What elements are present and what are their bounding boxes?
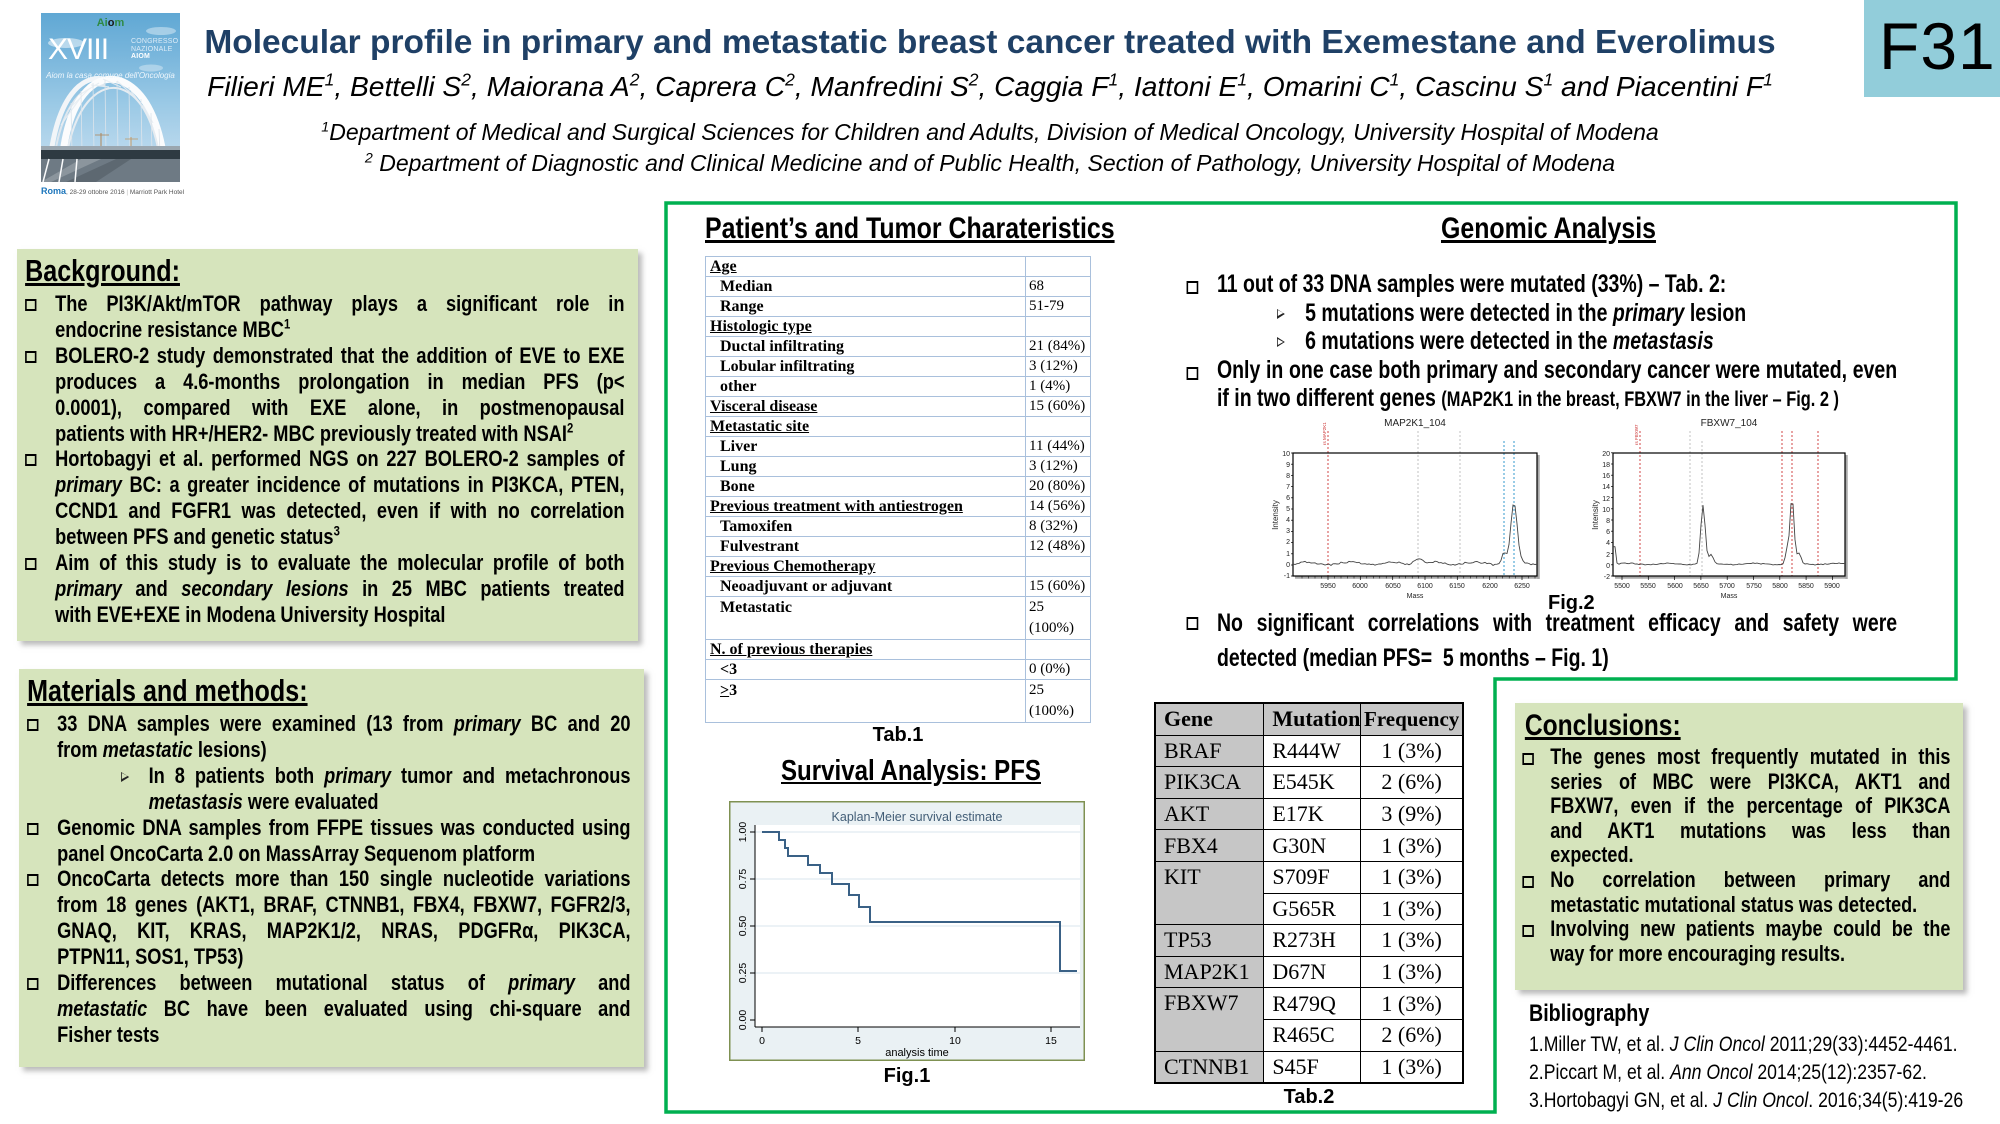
svg-text:7: 7 [1286, 484, 1290, 491]
svg-text:2: 2 [1286, 539, 1290, 546]
svg-text:8: 8 [1606, 518, 1610, 525]
svg-text:6: 6 [1606, 529, 1610, 536]
svg-text:5: 5 [1286, 506, 1290, 513]
svg-text:5900: 5900 [1824, 583, 1840, 590]
svg-text:4: 4 [1286, 517, 1290, 524]
svg-text:20: 20 [1602, 451, 1610, 458]
svg-text:6100: 6100 [1417, 583, 1433, 590]
svg-text:5700: 5700 [1719, 583, 1735, 590]
svg-text:0.25: 0.25 [737, 963, 749, 984]
svg-text:5550: 5550 [1640, 583, 1656, 590]
svg-text:Kaplan-Meier survival estimate: Kaplan-Meier survival estimate [832, 810, 1003, 824]
svg-text:12: 12 [1602, 496, 1610, 503]
svg-text:6: 6 [1286, 495, 1290, 502]
svg-text:1: 1 [1286, 551, 1290, 558]
svg-text:3: 3 [1286, 528, 1290, 535]
svg-text:9: 9 [1286, 462, 1290, 469]
svg-text:Mass: Mass [1407, 593, 1424, 600]
svg-text:5850: 5850 [1798, 583, 1814, 590]
svg-text:5: 5 [855, 1035, 861, 1047]
svg-text:6200: 6200 [1482, 583, 1498, 590]
svg-text:-1: -1 [1284, 573, 1290, 580]
svg-text:0: 0 [1286, 562, 1290, 569]
svg-text:2: 2 [1606, 552, 1610, 559]
svg-text:8: 8 [1286, 473, 1290, 480]
svg-text:1.00: 1.00 [737, 822, 749, 843]
svg-text:Mass: Mass [1721, 593, 1738, 600]
svg-text:-2: -2 [1604, 574, 1610, 581]
svg-text:10: 10 [949, 1035, 961, 1047]
svg-text:15: 15 [1045, 1035, 1057, 1047]
svg-text:Intensity: Intensity [1271, 500, 1280, 530]
svg-text:14: 14 [1602, 484, 1610, 491]
svg-text:0.75: 0.75 [737, 869, 749, 890]
svg-text:Intensity: Intensity [1591, 500, 1600, 530]
svg-text:rs FBXW7: rs FBXW7 [1634, 424, 1639, 445]
svg-text:0: 0 [759, 1035, 765, 1047]
svg-text:0.00: 0.00 [737, 1010, 749, 1031]
svg-text:0: 0 [1606, 563, 1610, 570]
svg-text:5650: 5650 [1693, 583, 1709, 590]
svg-text:MAP2K1_104: MAP2K1_104 [1384, 418, 1446, 429]
svg-text:0.50: 0.50 [737, 916, 749, 937]
svg-text:6150: 6150 [1449, 583, 1465, 590]
svg-text:5800: 5800 [1772, 583, 1788, 590]
svg-text:6250: 6250 [1514, 583, 1530, 590]
svg-text:5950: 5950 [1320, 583, 1336, 590]
svg-text:18: 18 [1602, 462, 1610, 469]
svg-text:4: 4 [1606, 540, 1610, 547]
svg-text:rs MAP2K1: rs MAP2K1 [1322, 422, 1327, 445]
svg-text:10: 10 [1602, 507, 1610, 514]
svg-text:6000: 6000 [1352, 583, 1368, 590]
svg-text:FBXW7_104: FBXW7_104 [1701, 418, 1758, 429]
svg-text:5600: 5600 [1667, 583, 1683, 590]
svg-text:5500: 5500 [1614, 583, 1630, 590]
svg-text:6050: 6050 [1385, 583, 1401, 590]
svg-text:analysis time: analysis time [885, 1047, 949, 1059]
svg-text:5750: 5750 [1746, 583, 1762, 590]
svg-text:10: 10 [1282, 451, 1290, 458]
svg-text:16: 16 [1602, 473, 1610, 480]
